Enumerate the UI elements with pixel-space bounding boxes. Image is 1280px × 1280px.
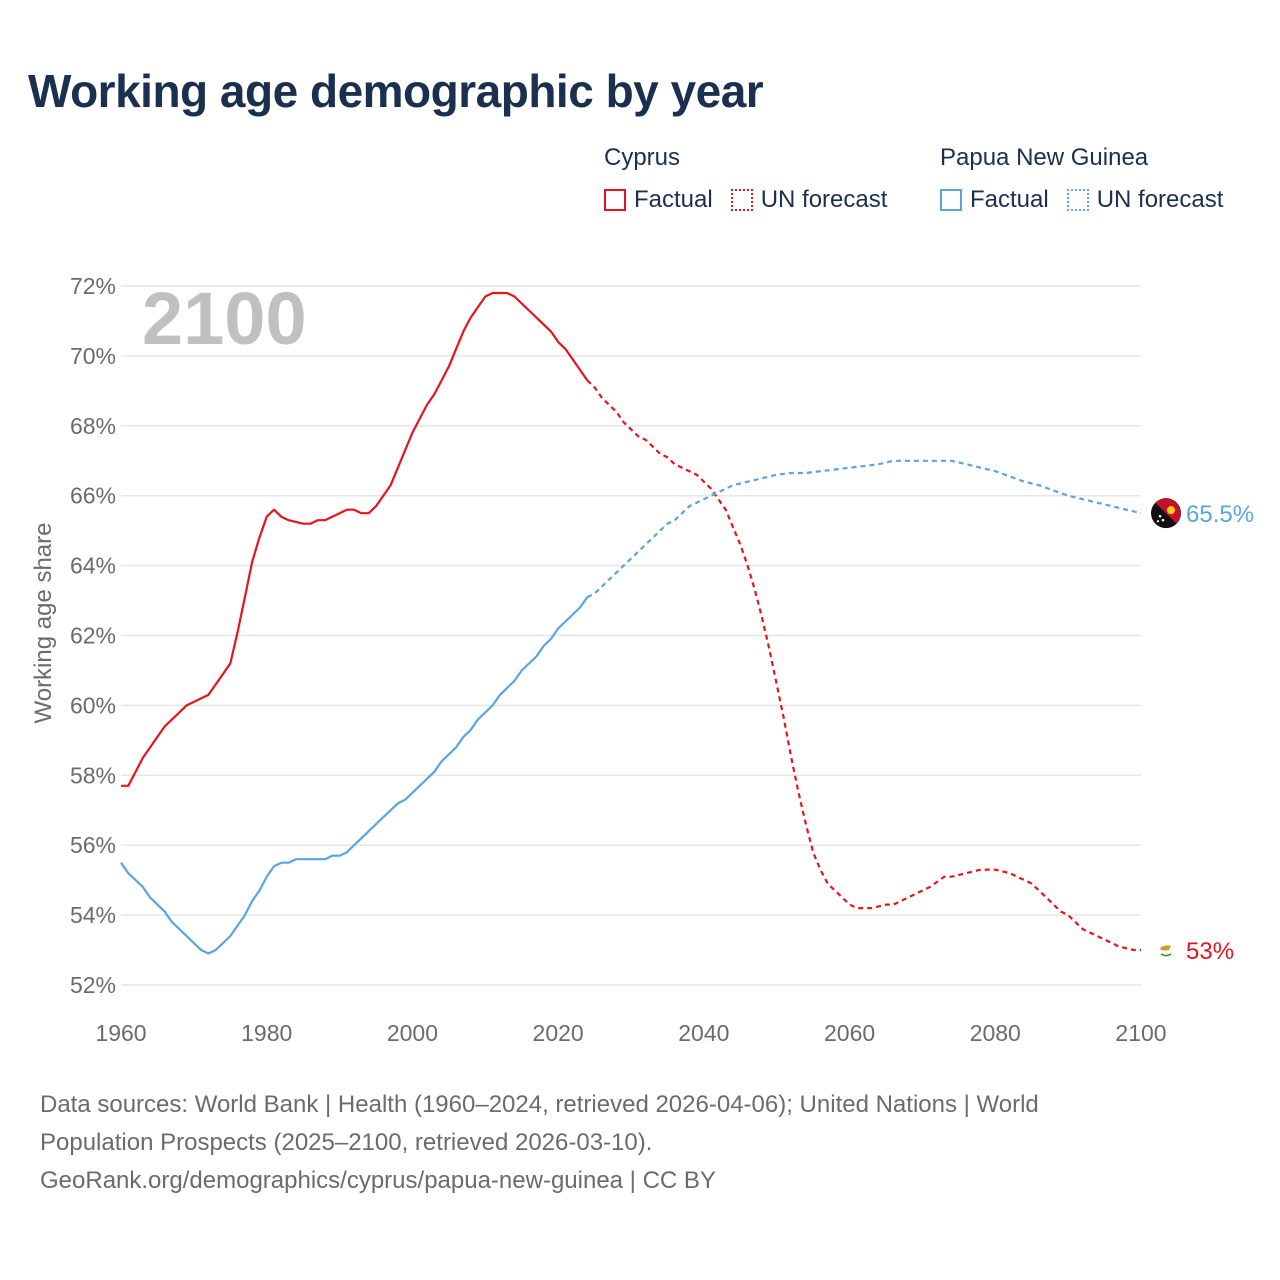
legend-item-cyprus-factual[interactable]: Factual	[604, 186, 713, 214]
legend-label: Factual	[634, 186, 713, 213]
y-axis-ticks: 52% 54% 56% 58% 60% 62% 64% 66% 68% 70% 72%	[70, 273, 116, 998]
chart-plot: 2100 Working age share 52% 54% 56% 58% 60% 62…	[30, 273, 1254, 1046]
legend-swatch-solid	[940, 189, 962, 211]
end-value-label: 65.5%	[1186, 501, 1254, 528]
legend-group-papua-new-guinea: Papua New Guinea Factual UN forecast	[940, 144, 1241, 214]
y-tick-label: 62%	[70, 623, 116, 649]
y-tick-label: 72%	[70, 273, 116, 299]
y-axis-label: Working age share	[30, 523, 57, 724]
y-tick-label: 64%	[70, 553, 116, 579]
x-tick-label: 2060	[824, 1020, 875, 1046]
x-tick-label: 1960	[95, 1020, 146, 1046]
end-value-label: 53%	[1186, 938, 1234, 965]
x-tick-label: 1980	[241, 1020, 292, 1046]
legend-group-cyprus: Cyprus Factual UN forecast	[604, 144, 905, 214]
chart-title: Working age demographic by year	[28, 65, 764, 117]
y-tick-label: 60%	[70, 692, 116, 718]
y-tick-label: 70%	[70, 343, 116, 369]
end-markers: 53% 65.5%	[1151, 498, 1254, 965]
series-line-papua-new-guinea-factual	[120, 596, 589, 955]
y-tick-label: 54%	[70, 902, 116, 928]
year-watermark: 2100	[142, 277, 307, 360]
x-tick-label: 2100	[1115, 1020, 1166, 1046]
legend-group-title: Papua New Guinea	[940, 144, 1149, 171]
y-tick-label: 56%	[70, 832, 116, 858]
legend-swatch-dotted	[730, 189, 753, 211]
legend-swatch-solid	[604, 189, 626, 211]
data-source-note: Data sources: World Bank | Health (1960–…	[40, 1086, 1160, 1200]
x-axis-ticks: 1960 1980 2000 2020 2040 2060 2080 2100	[95, 1020, 1166, 1046]
x-tick-label: 2040	[678, 1020, 729, 1046]
x-tick-label: 2020	[533, 1020, 584, 1046]
series-lines	[120, 291, 1142, 955]
x-tick-label: 2080	[970, 1020, 1021, 1046]
series-line-papua-new-guinea-forecast	[586, 459, 1142, 599]
y-tick-label: 52%	[70, 972, 116, 998]
legend-item-png-factual[interactable]: Factual	[940, 186, 1049, 214]
cyprus-flag-icon	[1157, 941, 1175, 960]
legend-item-png-forecast[interactable]: UN forecast	[1066, 186, 1224, 214]
series-line-cyprus-factual	[121, 291, 589, 787]
source-line-1: Data sources: World Bank | Health (1960–…	[40, 1091, 1039, 1118]
legend-item-cyprus-forecast[interactable]: UN forecast	[730, 186, 888, 214]
y-tick-label: 66%	[70, 483, 116, 509]
source-line-3[interactable]: GeoRank.org/demographics/cyprus/papua-ne…	[40, 1167, 716, 1194]
x-tick-label: 2000	[387, 1020, 438, 1046]
legend-label: UN forecast	[1096, 186, 1224, 213]
y-tick-label: 68%	[70, 413, 116, 439]
y-tick-label: 58%	[70, 762, 116, 788]
legend-label: UN forecast	[760, 186, 888, 213]
legend-swatch-dotted	[1066, 189, 1089, 211]
grid-lines	[121, 285, 1141, 986]
papua-new-guinea-flag-icon	[1151, 498, 1181, 529]
legend-label: Factual	[970, 186, 1049, 213]
source-line-2: Population Prospects (2025–2100, retriev…	[40, 1129, 653, 1156]
legend-group-title: Cyprus	[604, 144, 681, 171]
series-line-cyprus-forecast	[586, 379, 1141, 952]
